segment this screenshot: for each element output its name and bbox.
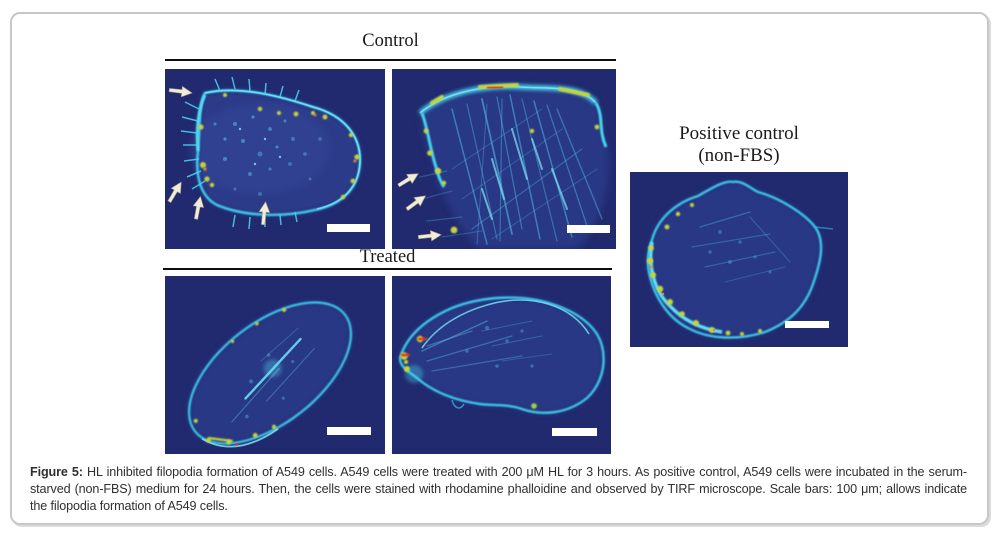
micrograph-control-1 — [165, 69, 385, 249]
treated-group-label: Treated — [359, 247, 416, 267]
control-group-label: Control — [362, 31, 419, 51]
positive-control-label-line1: Positive control — [679, 123, 799, 144]
scale-bar — [552, 428, 597, 436]
micrograph-positive-control — [630, 172, 848, 347]
micrograph-treated-2 — [392, 276, 611, 454]
figure-caption-text: HL inhibited filopodia formation of A549… — [30, 465, 967, 513]
scale-bar — [567, 225, 610, 233]
scale-bar — [785, 321, 829, 328]
figure-caption-label: Figure 5: — [30, 465, 83, 479]
positive-control-label: Positive control (non-FBS) — [630, 123, 848, 167]
treated-group-rule — [163, 268, 612, 271]
figure-caption: Figure 5: HL inhibited filopodia formati… — [30, 464, 967, 515]
figure-frame — [10, 12, 989, 525]
scale-bar — [327, 224, 370, 232]
positive-control-label-line2: (non-FBS) — [698, 145, 780, 166]
scale-bar — [327, 427, 371, 435]
micrograph-treated-1 — [165, 276, 385, 454]
micrograph-control-2 — [392, 69, 616, 249]
control-group-rule — [165, 59, 616, 62]
